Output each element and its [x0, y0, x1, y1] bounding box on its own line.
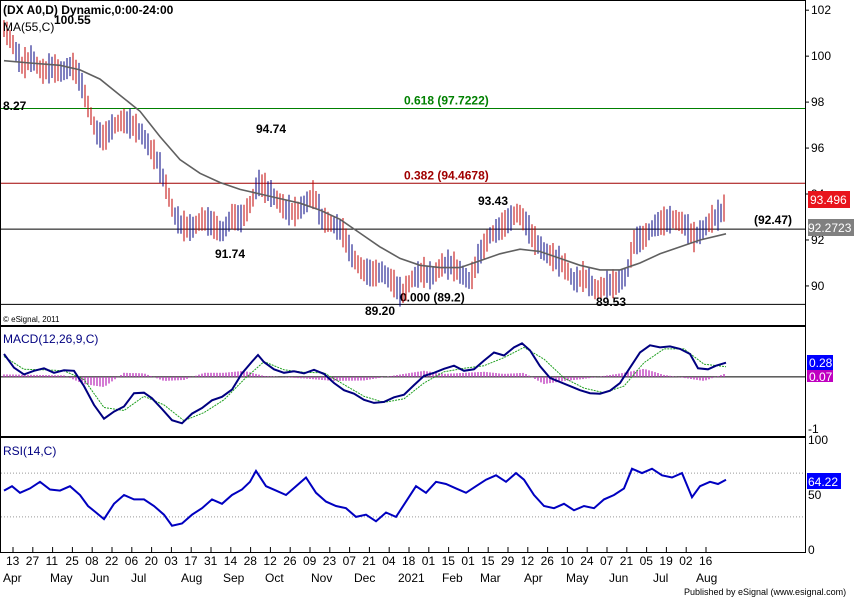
x-tick-label: 06	[125, 554, 139, 568]
macd-value-box-2	[807, 370, 833, 382]
annotation-sep-high: 94.74	[256, 122, 286, 136]
rsi-line	[3, 467, 727, 527]
x-tick-label: 29	[501, 554, 515, 568]
annotation-mar-high: 93.43	[478, 194, 508, 208]
x-tick-label: 07	[343, 554, 357, 568]
annotation-aug-low: 91.74	[215, 247, 245, 261]
x-tick-label: 21	[620, 554, 634, 568]
month-label: Sep	[223, 571, 245, 585]
x-tick-label: 18	[402, 554, 416, 568]
macd-value-1: 0.28	[809, 356, 833, 370]
rsi-tick-label: 100	[808, 433, 828, 447]
x-tick-label: 22	[105, 554, 119, 568]
price-tick-label: 100	[811, 49, 831, 63]
rsi-panel-frame	[0, 437, 806, 553]
x-tick-label: 16	[699, 554, 713, 568]
ma-legend-label: MA(55,C)	[3, 20, 54, 34]
macd-panel-label: MACD(12,26,9,C)	[3, 332, 98, 346]
month-label: Feb	[442, 571, 463, 585]
price-tick-label: 90	[811, 279, 825, 293]
price-panel-header: (DX A0,D) Dynamic,0:00-24:00	[3, 3, 174, 17]
x-tick-label: 27	[26, 554, 40, 568]
x-tick-label: 21	[362, 554, 376, 568]
month-label: Mar	[480, 571, 501, 585]
footer-text: Published by eSignal (www.esignal.com)	[684, 587, 846, 597]
x-tick-label: 20	[145, 554, 159, 568]
annotation-high: 100.55	[54, 13, 91, 27]
ma-line	[3, 59, 727, 271]
x-tick-label: 15	[481, 554, 495, 568]
x-tick-label: 05	[640, 554, 654, 568]
month-label: May	[566, 571, 589, 585]
macd-panel-frame	[0, 326, 806, 437]
last-price-box	[808, 191, 850, 208]
x-tick-label: 12	[521, 554, 535, 568]
month-label: Apr	[3, 571, 22, 585]
x-tick-label: 23	[323, 554, 337, 568]
rsi-panel-label: RSI(14,C)	[3, 444, 56, 458]
x-tick-label: 26	[283, 554, 297, 568]
month-label: May	[50, 571, 73, 585]
x-tick-label: 11	[46, 554, 59, 568]
month-label: Oct	[265, 571, 284, 585]
x-tick-label: 17	[184, 554, 198, 568]
macd-line	[3, 342, 727, 425]
x-tick-label: 03	[164, 554, 178, 568]
x-tick-label: 15	[442, 554, 456, 568]
price-tick-label: 98	[811, 95, 825, 109]
x-tick-label: 28	[244, 554, 258, 568]
month-label: Apr	[524, 571, 543, 585]
x-tick-label: 13	[6, 554, 20, 568]
rsi-value-box	[807, 473, 841, 489]
rsi-tick-label: 0	[808, 543, 815, 557]
month-label: Jun	[609, 571, 628, 585]
x-tick-label: 02	[679, 554, 693, 568]
ma-value-box	[808, 219, 854, 236]
x-tick-label: 10	[560, 554, 574, 568]
x-tick-label: 01	[461, 554, 475, 568]
month-label: Aug	[181, 571, 202, 585]
annotation-jan-low: 89.20	[365, 304, 395, 318]
rsi-tick-label: 50	[808, 488, 822, 502]
annotation-left: 8.27	[3, 99, 27, 113]
last-price-value: 93.496	[810, 193, 847, 207]
price-tick-label: 102	[811, 3, 831, 17]
x-tick-label: 31	[204, 554, 218, 568]
month-label: Aug	[696, 571, 717, 585]
x-tick-label: 07	[600, 554, 614, 568]
x-tick-label: 12	[263, 554, 277, 568]
x-tick-label: 19	[659, 554, 673, 568]
hline-label-fib382: 0.382 (94.4678)	[404, 168, 489, 182]
hline-label-support: (92.47)	[754, 213, 792, 227]
month-label: Nov	[311, 571, 332, 585]
macd-value-2: 0.07	[809, 370, 833, 384]
month-label: Jul	[131, 571, 146, 585]
x-tick-label: 25	[65, 554, 79, 568]
x-tick-label: 09	[303, 554, 317, 568]
rsi-value: 64.22	[808, 475, 838, 489]
x-tick-label: 01	[422, 554, 436, 568]
month-label: Jul	[653, 571, 668, 585]
price-tick-label: 96	[811, 141, 825, 155]
annotation-may-low: 89.53	[596, 295, 626, 309]
x-tick-label: 04	[382, 554, 396, 568]
month-label: Jun	[90, 571, 109, 585]
x-tick-label: 24	[580, 554, 594, 568]
hline-label-fib000: 0.000 (89.2)	[400, 290, 465, 304]
copyright-text: © eSignal, 2011	[3, 315, 60, 324]
macd-value-box-1	[807, 355, 833, 370]
x-tick-label: 14	[224, 554, 238, 568]
price-panel-frame	[0, 0, 806, 326]
month-label: Dec	[354, 571, 375, 585]
price-tick-label: 92	[811, 233, 825, 247]
x-tick-label: 26	[541, 554, 555, 568]
month-label: 2021	[398, 571, 425, 585]
macd-tick-minus-1: -1	[808, 422, 819, 436]
x-tick-label: 08	[85, 554, 99, 568]
ma-value: 92.2723	[808, 221, 852, 235]
hline-label-fib618: 0.618 (97.7222)	[404, 93, 489, 107]
